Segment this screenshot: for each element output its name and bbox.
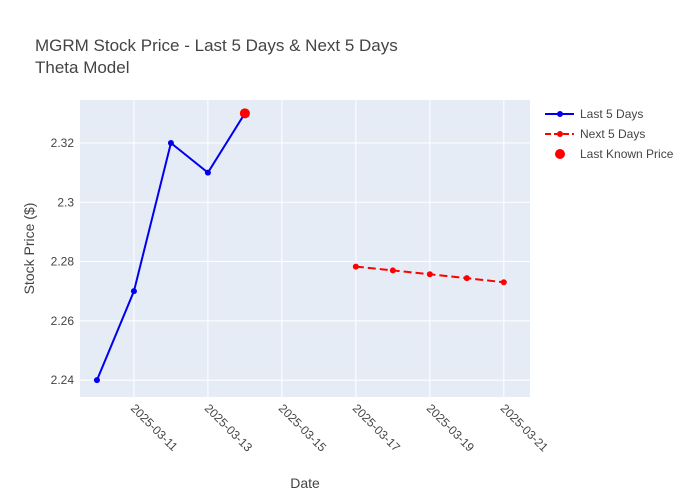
legend-label: Last Known Price	[580, 147, 674, 161]
data-point-last-known-price	[239, 108, 250, 119]
y-tick-label: 2.24	[51, 373, 75, 387]
legend-label: Next 5 Days	[580, 127, 645, 141]
legend[interactable]: Last 5 Days Next 5 Days Last Known Price	[545, 107, 674, 161]
data-point-last-5-days	[93, 377, 100, 384]
x-axis: 2025-03-11 2025-03-13 2025-03-15 2025-03-17…	[128, 401, 551, 455]
legend-label: Last 5 Days	[580, 107, 643, 121]
x-tick-label: 2025-03-13	[202, 401, 256, 455]
data-point-next-5-days	[463, 275, 470, 282]
legend-item-last-known-price[interactable]: Last Known Price	[555, 147, 674, 161]
y-axis-title: Stock Price ($)	[21, 203, 37, 295]
data-point-next-5-days	[352, 263, 359, 270]
chart-subtitle: Theta Model	[35, 58, 130, 77]
y-tick-label: 2.28	[51, 255, 75, 269]
x-tick-label: 2025-03-11	[128, 401, 181, 454]
x-tick-label: 2025-03-19	[424, 401, 478, 455]
data-point-next-5-days	[389, 267, 396, 274]
series-layer	[93, 108, 507, 384]
data-point-last-5-days	[204, 169, 211, 176]
data-point-next-5-days	[426, 271, 433, 278]
x-axis-title: Date	[290, 475, 320, 491]
y-tick-label: 2.32	[51, 136, 75, 150]
data-point-next-5-days	[500, 279, 507, 286]
x-tick-label: 2025-03-17	[350, 401, 404, 455]
plot-area	[80, 100, 530, 397]
data-point-last-5-days	[130, 288, 137, 295]
legend-item-next-5-days[interactable]: Next 5 Days	[545, 127, 645, 141]
chart-title: MGRM Stock Price - Last 5 Days & Next 5 …	[35, 36, 398, 55]
y-tick-label: 2.3	[57, 195, 74, 209]
legend-marker-icon	[555, 149, 565, 159]
data-point-last-5-days	[167, 139, 174, 146]
y-axis: 2.24 2.26 2.28 2.3 2.32	[51, 136, 75, 387]
legend-item-last-5-days[interactable]: Last 5 Days	[545, 107, 643, 121]
x-tick-label: 2025-03-21	[498, 401, 552, 455]
legend-marker-icon	[557, 131, 563, 137]
legend-marker-icon	[557, 111, 563, 117]
y-tick-label: 2.26	[51, 314, 75, 328]
grid	[80, 100, 530, 397]
x-tick-label: 2025-03-15	[276, 401, 330, 455]
